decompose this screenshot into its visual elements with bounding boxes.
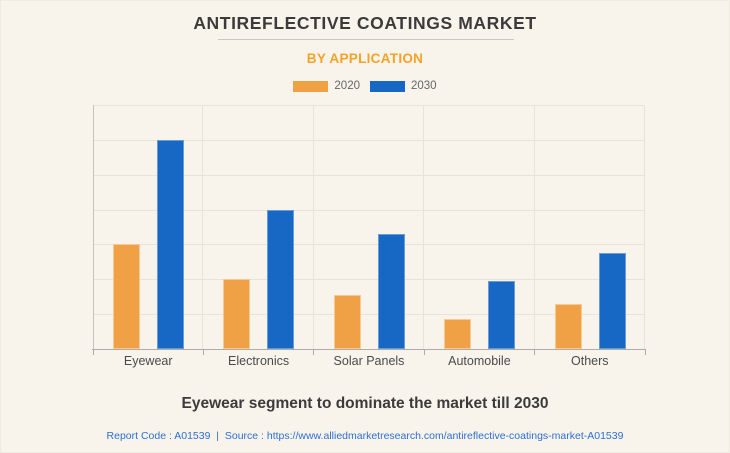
legend-swatch-2020-icon <box>293 80 329 92</box>
x-axis-labels: Eyewear Electronics Solar Panels Automobile… <box>93 354 645 370</box>
legend-item-2030: 2030 <box>370 80 437 92</box>
x-label-eyewear: Eyewear <box>123 354 173 368</box>
chart-subtitle: BY APPLICATION <box>306 51 424 66</box>
axis-tick <box>202 349 204 355</box>
bar-eyewear-2020 <box>113 244 140 349</box>
x-label-solar-panels: Solar Panels <box>333 354 405 368</box>
report-code-text: Report Code : A01539 | Source : <box>106 430 267 442</box>
axis-tick <box>644 349 646 355</box>
chart-caption: Eyewear segment to dominate the market t… <box>181 395 549 412</box>
axis-tick <box>534 349 536 355</box>
bar-eyewear-2030 <box>157 139 184 349</box>
gridline-v <box>644 105 645 349</box>
source-line: Report Code : A01539 | Source : https://… <box>1 430 729 442</box>
gridline-h <box>93 279 645 281</box>
bar-automobile-2030 <box>488 281 516 349</box>
bar-electronics-2030 <box>267 209 295 349</box>
bar-others-2020 <box>554 303 582 349</box>
title-divider <box>218 39 514 40</box>
bar-automobile-2020 <box>444 319 472 349</box>
gridline-h <box>93 139 645 141</box>
axis-tick <box>423 349 425 355</box>
gridline-h <box>93 174 645 176</box>
bar-solar-panels-2020 <box>333 294 361 349</box>
gridline-v <box>533 105 535 349</box>
gridline-v <box>202 105 204 349</box>
gridline-h <box>93 314 645 316</box>
legend-label-2020: 2020 <box>334 80 360 92</box>
gridline-h <box>93 105 645 106</box>
chart-title: ANTIREFLECTIVE COATINGS MARKET <box>193 13 537 33</box>
bar-electronics-2020 <box>223 279 251 349</box>
gridline-v <box>423 105 425 349</box>
legend-label-2030: 2030 <box>411 80 437 92</box>
x-label-automobile: Automobile <box>448 354 511 368</box>
gridline-v <box>312 105 314 349</box>
legend: 2020 2030 <box>1 80 729 92</box>
bar-solar-panels-2030 <box>377 233 405 349</box>
legend-swatch-2030-icon <box>370 80 405 92</box>
legend-item-2020: 2020 <box>293 80 360 92</box>
gridline-h <box>93 209 645 211</box>
axis-tick <box>313 349 315 355</box>
gridline-h <box>93 244 645 246</box>
source-url-link[interactable]: https://www.alliedmarketresearch.com/ant… <box>266 430 624 442</box>
axis-tick <box>92 349 94 355</box>
bar-others-2030 <box>598 253 626 349</box>
y-axis-line <box>93 105 94 349</box>
plot-area <box>92 105 646 355</box>
x-label-others: Others <box>571 354 609 368</box>
x-label-electronics: Electronics <box>228 354 290 368</box>
x-axis-line <box>92 349 646 350</box>
